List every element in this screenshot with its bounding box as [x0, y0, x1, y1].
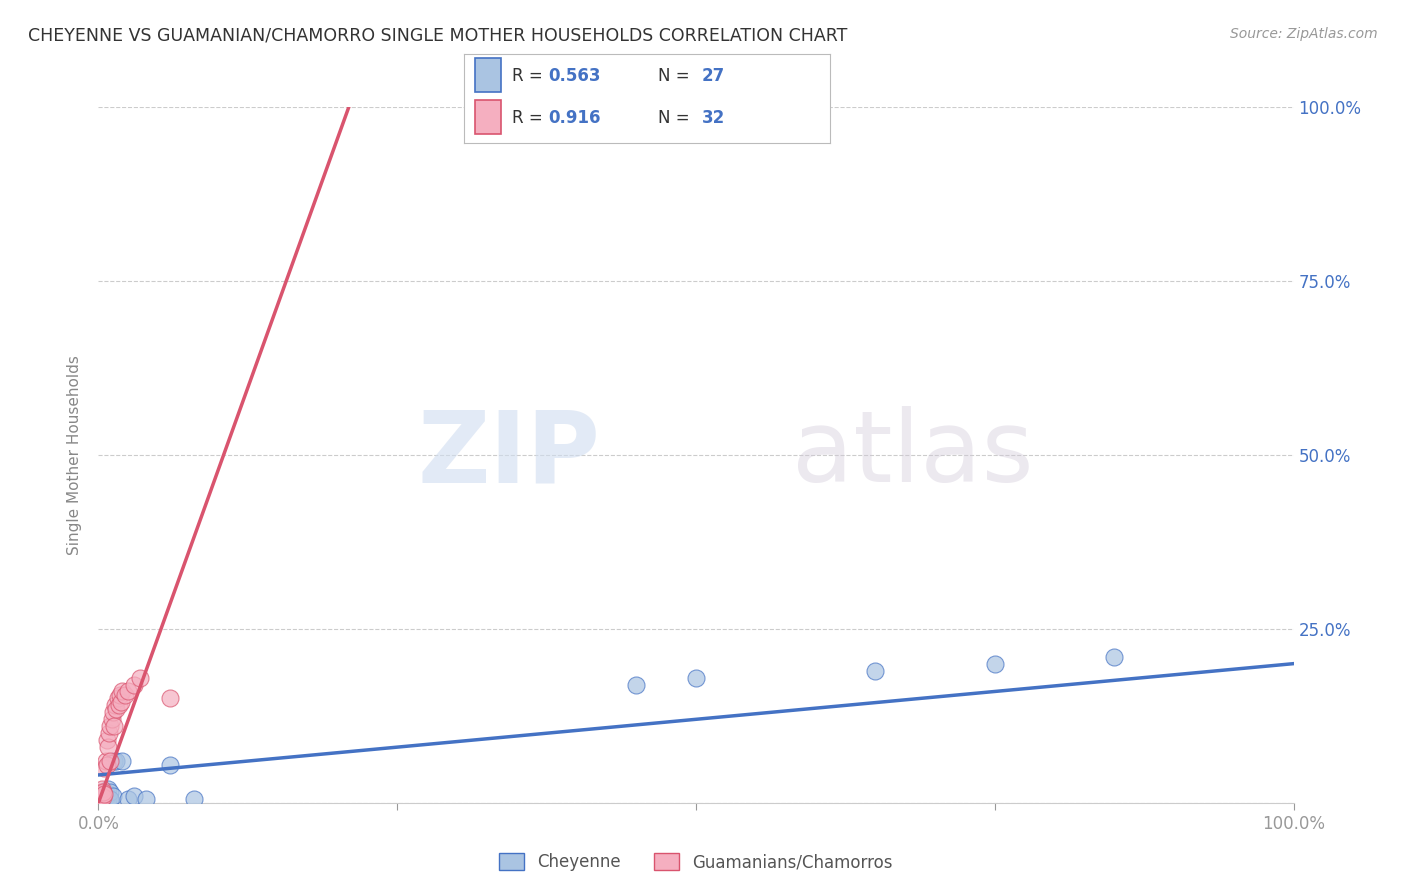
Point [89, 792, 111, 806]
Point [93, 788, 115, 802]
Point [91, 790, 114, 805]
Point [91, 785, 114, 799]
Point [96, 757, 118, 772]
Point [91, 792, 114, 806]
Point [97, 792, 120, 806]
Text: 0.916: 0.916 [548, 109, 600, 127]
Point [93, 761, 115, 775]
Point [1102, 649, 1125, 664]
Point [90, 785, 112, 799]
Point [159, 691, 181, 706]
Point [93, 788, 115, 802]
Point [90, 789, 112, 803]
Point [90, 792, 112, 806]
Point [97, 781, 120, 796]
Point [103, 754, 125, 768]
Point [105, 702, 128, 716]
Text: R =: R = [512, 67, 547, 85]
Text: 32: 32 [702, 109, 725, 127]
Point [129, 671, 152, 685]
Legend: Cheyenne, Guamanians/Chamorros: Cheyenne, Guamanians/Chamorros [492, 847, 900, 878]
Point [107, 691, 129, 706]
Point [91, 790, 114, 805]
Y-axis label: Single Mother Households: Single Mother Households [67, 355, 83, 555]
Point [96, 789, 118, 803]
FancyBboxPatch shape [475, 100, 501, 134]
Point [89, 792, 111, 806]
Point [101, 789, 124, 803]
Point [159, 757, 181, 772]
Point [91, 781, 114, 796]
Text: R =: R = [512, 109, 547, 127]
Point [93, 792, 115, 806]
Point [98, 754, 122, 768]
Text: atlas: atlas [792, 407, 1033, 503]
Text: 0.563: 0.563 [548, 67, 600, 85]
Point [111, 684, 134, 698]
Point [91, 789, 114, 803]
Point [626, 677, 648, 691]
Point [104, 698, 127, 713]
Point [98, 726, 121, 740]
Point [107, 698, 129, 713]
Point [111, 754, 134, 768]
Point [124, 677, 146, 691]
Point [114, 688, 136, 702]
Point [124, 789, 146, 803]
Point [117, 792, 139, 806]
FancyBboxPatch shape [475, 58, 501, 92]
Point [91, 785, 114, 799]
Point [984, 657, 1007, 671]
Point [105, 754, 128, 768]
Point [94, 785, 117, 799]
Text: N =: N = [658, 109, 695, 127]
Point [98, 785, 122, 799]
Point [117, 684, 139, 698]
Point [685, 671, 707, 685]
Point [98, 792, 122, 806]
Point [183, 792, 205, 806]
Point [110, 695, 132, 709]
Point [96, 733, 118, 747]
Text: N =: N = [658, 67, 695, 85]
Point [863, 664, 887, 678]
Point [100, 712, 122, 726]
Point [98, 719, 122, 733]
Point [103, 719, 125, 733]
Text: ZIP: ZIP [418, 407, 600, 503]
Point [97, 740, 120, 755]
Text: Source: ZipAtlas.com: Source: ZipAtlas.com [1230, 27, 1378, 41]
Point [89, 789, 111, 803]
Point [108, 688, 131, 702]
Text: CHEYENNE VS GUAMANIAN/CHAMORRO SINGLE MOTHER HOUSEHOLDS CORRELATION CHART: CHEYENNE VS GUAMANIAN/CHAMORRO SINGLE MO… [28, 27, 848, 45]
Point [94, 754, 117, 768]
Text: 27: 27 [702, 67, 725, 85]
Point [101, 706, 124, 720]
Point [135, 792, 157, 806]
